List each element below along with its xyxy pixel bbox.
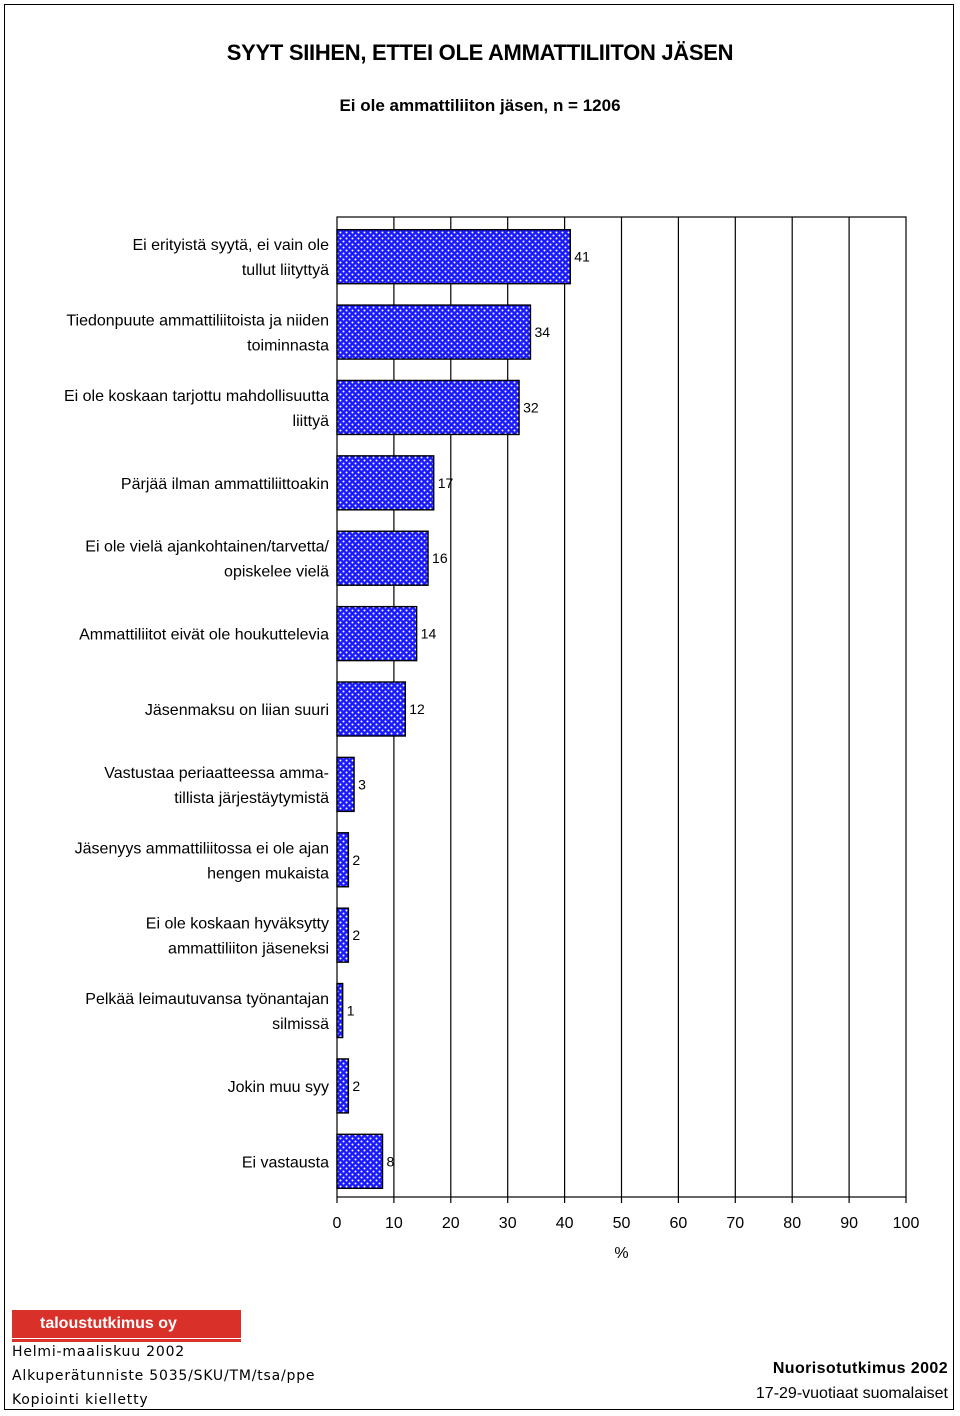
company-logo: taloustutkimus oy: [12, 1310, 241, 1338]
footer-population: 17-29-vuotiaat suomalaiset: [755, 1385, 948, 1402]
category-label: Ammattiliitot eivät ole houkuttelevia: [79, 627, 329, 644]
x-tick-label: 30: [499, 1215, 517, 1232]
category-label: Vastustaa periaatteessa amma-tillista jä…: [104, 765, 329, 807]
bar: [336, 304, 532, 360]
category-label: Ei ole koskaan hyväksytty ammattiliiton j…: [146, 916, 329, 958]
category-label-line: Pelkää leimautuvansa työnantajan: [85, 991, 329, 1008]
bar-value-label: 14: [421, 626, 437, 642]
footer-reference: Alkuperätunniste 5035/SKU/TM/tsa/ppe: [12, 1368, 316, 1384]
category-label: Jäsenmaksu on liian suuri: [145, 702, 329, 719]
category-label-line: liittyä: [293, 413, 330, 430]
category-label: Jäsenyys ammattiliitossa ei ole ajan heng…: [75, 840, 329, 882]
category-label: Pelkää leimautuvansa työnantajan silmissä: [85, 991, 329, 1033]
bar-value-label: 1: [347, 1003, 355, 1019]
category-label-line: Ei ole koskaan tarjottu mahdollisuutta: [64, 388, 329, 405]
bar: [336, 605, 418, 662]
category-label-line: Ei ole vielä ajankohtainen/tarvetta/: [85, 539, 329, 556]
category-label: Ei erityistä syytä, ei vain ole tullut li…: [132, 237, 329, 279]
category-label-line: Ei vastausta: [242, 1154, 329, 1171]
category-label-line: ammattiliiton jäseneksi: [168, 941, 329, 958]
category-label-line: tillista järjestäytymistä: [174, 790, 329, 807]
x-tick-label: 70: [726, 1215, 744, 1232]
bar-value-label: 8: [387, 1153, 395, 1169]
chart-subtitle: Ei ole ammattiliiton jäsen, n = 1206: [339, 96, 621, 115]
category-label: Jokin muu syy: [228, 1079, 329, 1096]
bar: [336, 1058, 350, 1114]
x-tick-label: 90: [840, 1215, 858, 1232]
bar-value-label: 2: [352, 1078, 360, 1094]
category-label: Ei ole koskaan tarjottu mahdollisuutta li…: [64, 388, 329, 430]
bar-value-label: 12: [409, 701, 425, 717]
category-label-line: Jokin muu syy: [228, 1079, 329, 1096]
bar-value-label: 16: [432, 550, 448, 566]
x-tick-label: 40: [556, 1215, 574, 1232]
category-label-line: Pärjää ilman ammattiliittoakin: [121, 476, 329, 493]
bar: [336, 379, 520, 436]
bar: [336, 982, 344, 1039]
footer-study-name: Nuorisotutkimus 2002: [772, 1360, 948, 1377]
bar-value-label: 3: [358, 776, 366, 792]
bar: [336, 228, 571, 285]
x-tick-label: 20: [442, 1215, 460, 1232]
category-label-line: Vastustaa periaatteessa amma-: [104, 765, 329, 782]
footer-date: Helmi-maaliskuu 2002: [12, 1344, 185, 1360]
x-tick-label: 80: [783, 1215, 801, 1232]
x-tick-label: 100: [893, 1215, 920, 1232]
x-axis-label: %: [614, 1245, 628, 1262]
bar: [336, 832, 350, 888]
category-label-line: Tiedonpuute ammattiliitoista ja niiden: [66, 313, 329, 330]
chart-title: SYYT SIIHEN, ETTEI OLE AMMATTILIITON JÄS…: [226, 40, 734, 65]
x-tick-label: 50: [613, 1215, 631, 1232]
category-label-line: opiskelee vielä: [224, 564, 329, 581]
bar: [336, 907, 350, 963]
bar-chart: 0 10 20 30 40 50 60 70 80 90 100% 41 Ei erityistä sy…: [64, 216, 920, 1262]
bar: [336, 455, 435, 511]
category-label-line: Jäsenmaksu on liian suuri: [145, 702, 329, 719]
x-tick-label: 60: [670, 1215, 688, 1232]
bar: [336, 756, 355, 813]
bar: [336, 530, 429, 586]
category-label-line: Ei ole koskaan hyväksytty: [146, 916, 329, 933]
category-label-line: tullut liityttyä: [242, 262, 329, 279]
x-tick-label: 10: [385, 1215, 403, 1232]
category-label: Ei vastausta: [242, 1154, 329, 1171]
bar-value-label: 17: [438, 475, 454, 491]
category-label-line: Ammattiliitot eivät ole houkuttelevia: [79, 627, 329, 644]
bar-value-label: 41: [574, 249, 590, 265]
bar: [336, 681, 406, 737]
footer-copyright: Kopiointi kielletty: [12, 1392, 149, 1408]
category-label-line: toiminnasta: [247, 338, 329, 355]
category-label-line: silmissä: [272, 1016, 329, 1033]
category-label: Tiedonpuute ammattiliitoista ja niiden to…: [66, 313, 329, 355]
category-label-line: Ei erityistä syytä, ei vain ole: [132, 237, 329, 254]
category-label: Ei ole vielä ajankohtainen/tarvetta/opis…: [85, 539, 329, 581]
page-frame: [4, 4, 954, 1410]
logo-underline: [12, 1339, 241, 1342]
x-tick-label: 0: [333, 1215, 342, 1232]
bar-value-label: 2: [352, 927, 360, 943]
category-label: Pärjää ilman ammattiliittoakin: [121, 476, 329, 493]
bar-value-label: 2: [352, 852, 360, 868]
bar-value-label: 32: [523, 399, 539, 415]
category-label-line: Jäsenyys ammattiliitossa ei ole ajan: [75, 840, 329, 857]
category-label-line: hengen mukaista: [207, 865, 329, 882]
bar-value-label: 34: [534, 324, 550, 340]
bar: [336, 1133, 384, 1190]
